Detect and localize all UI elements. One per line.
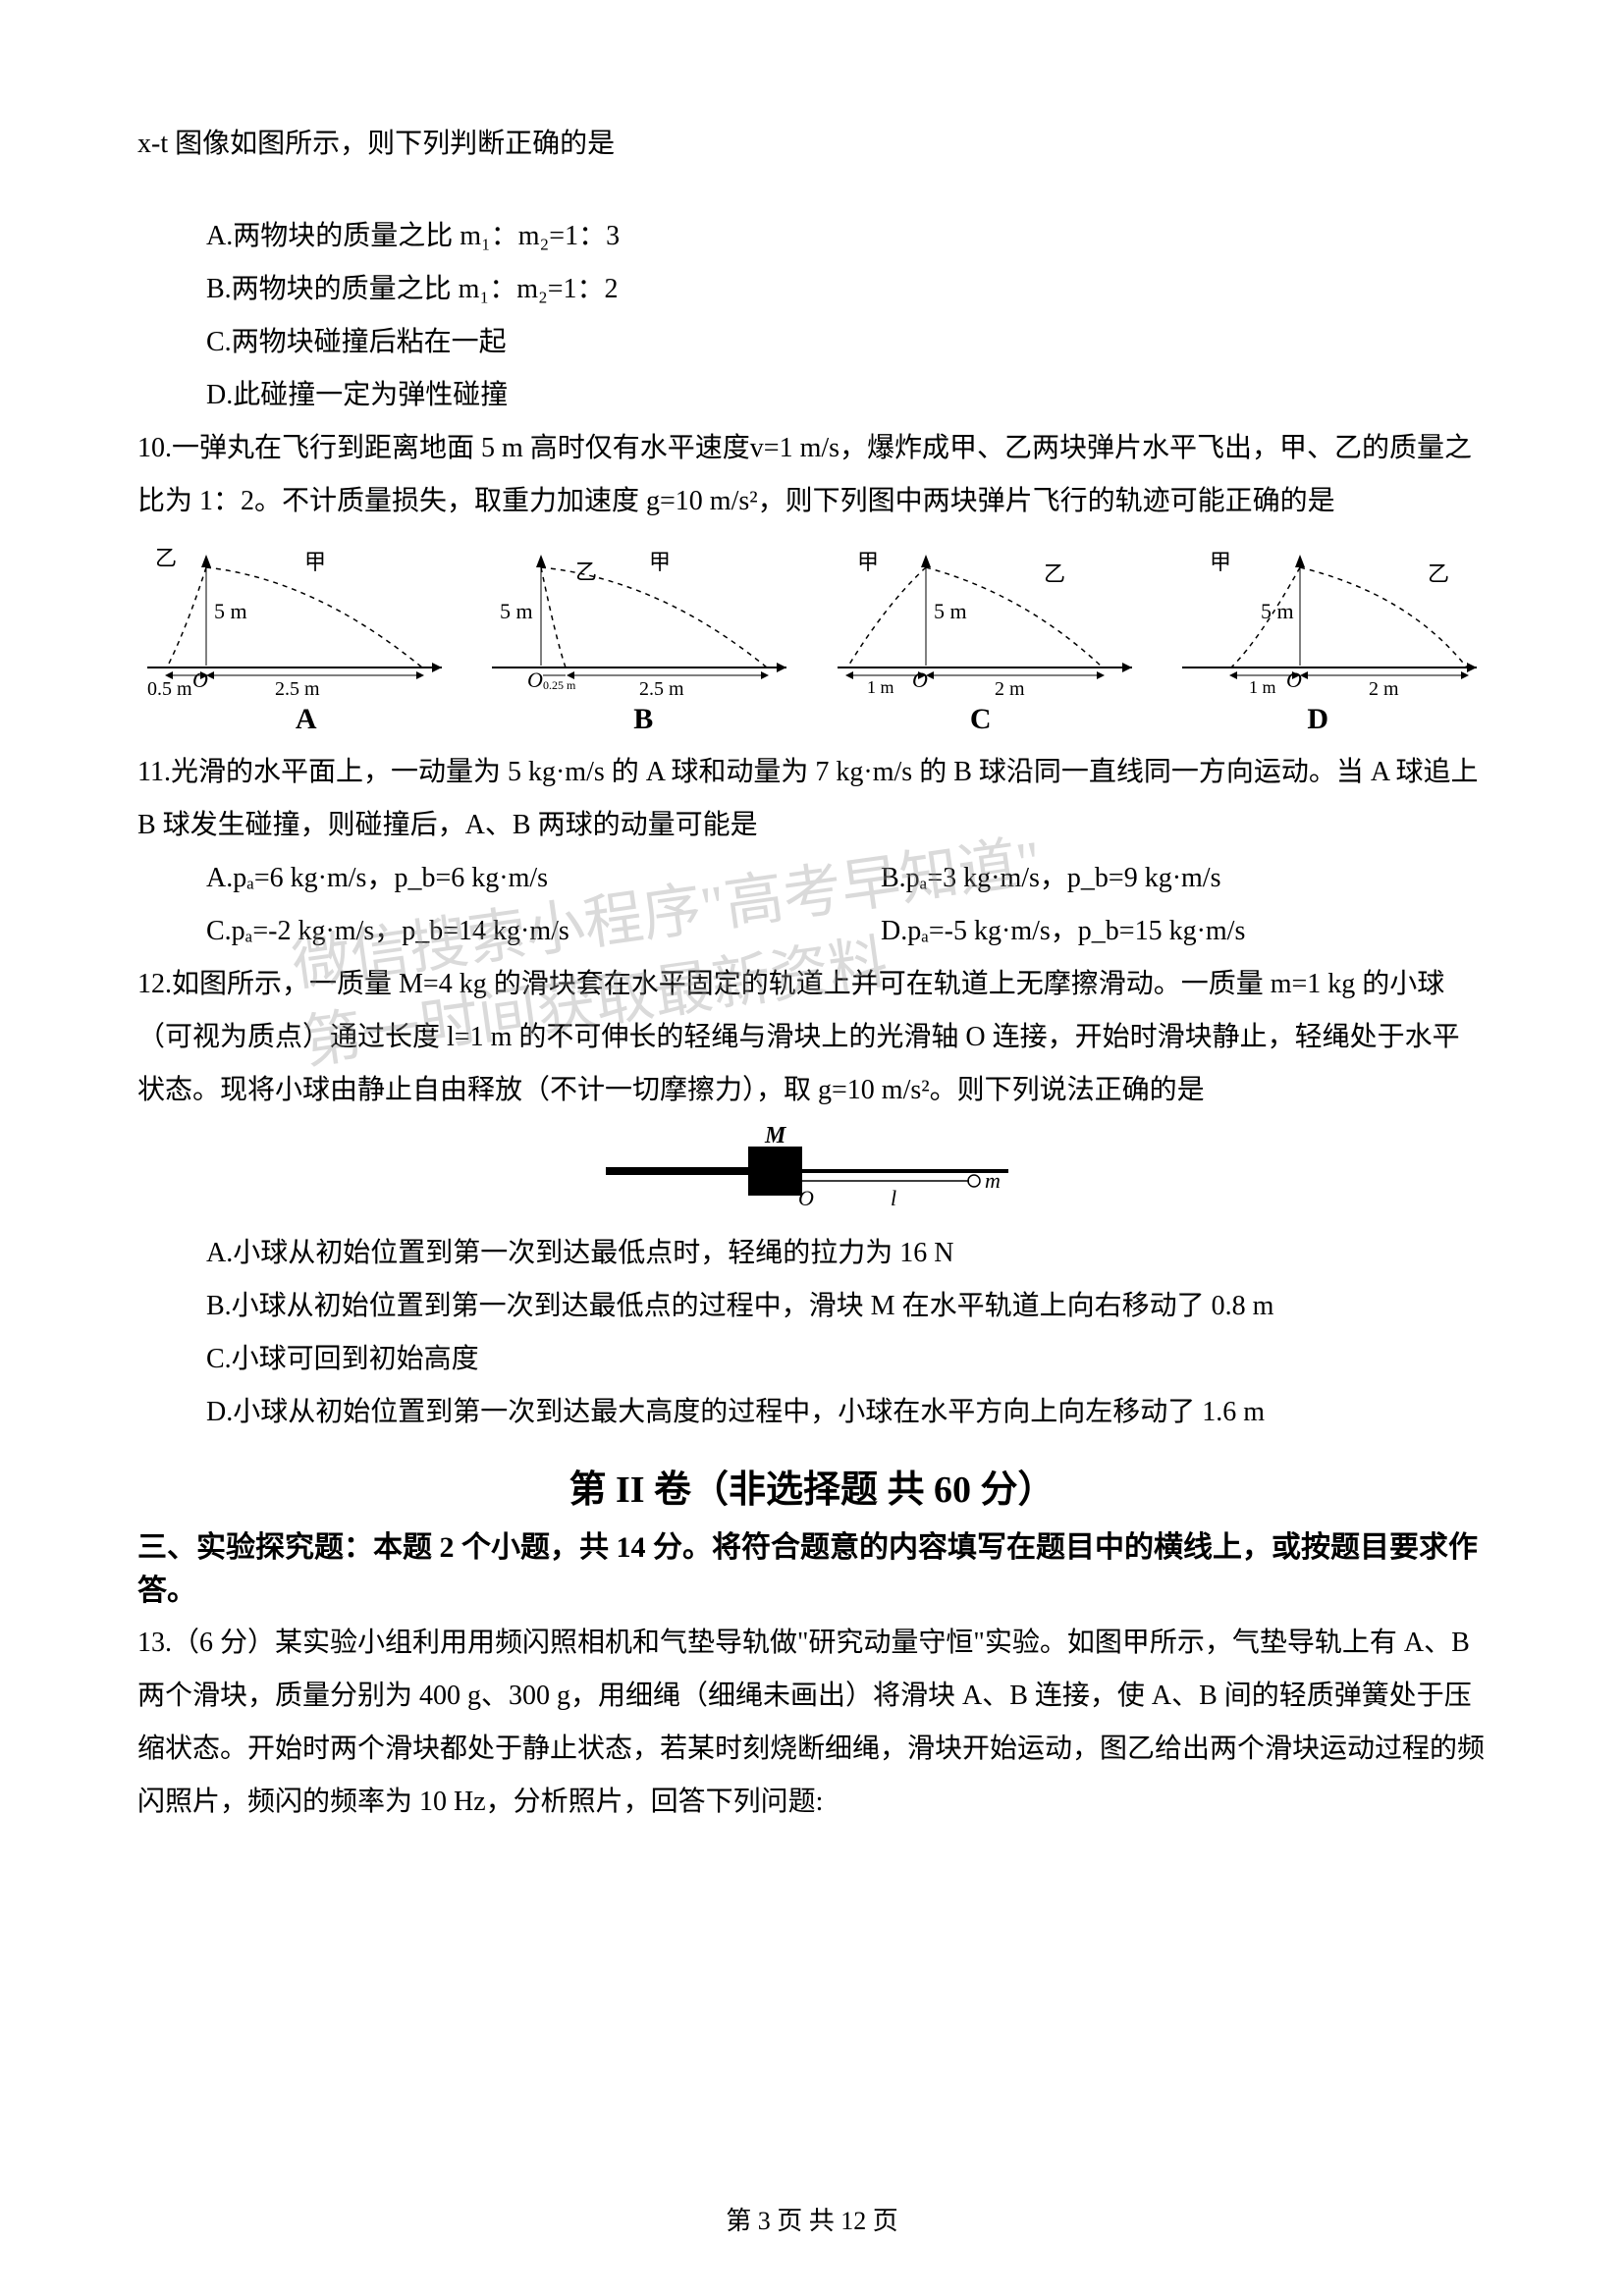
q11-option-c: C.pₐ=-2 kg·m/s，p_b=14 kg·m/s: [137, 905, 812, 958]
q9-option-d: D.此碰撞一定为弹性碰撞: [137, 369, 1487, 422]
q10-label-d: D: [1161, 703, 1475, 736]
q10-diagram-a: 5 m 乙 甲 O 0.5 m 2.5 m: [137, 540, 452, 697]
svg-text:2.5 m: 2.5 m: [639, 678, 684, 697]
q12-option-d: D.小球从初始位置到第一次到达最大高度的过程中，小球在水平方向上向左移动了 1.…: [137, 1386, 1487, 1439]
q11-options: A.pₐ=6 kg·m/s，p_b=6 kg·m/s B.pₐ=3 kg·m/s…: [137, 852, 1487, 958]
svg-text:乙: 乙: [1428, 561, 1449, 586]
svg-text:乙: 乙: [1044, 561, 1065, 586]
section-3-heading: 三、实验探究题：本题 2 个小题，共 14 分。将符合题意的内容填写在题目中的横…: [137, 1522, 1487, 1609]
q10-diagram-b: 5 m 乙 甲 O 0.25 m 2.5 m: [482, 540, 796, 697]
exam-page: x-t 图像如图所示，则下列判断正确的是 A.两物块的质量之比 m₁：m₂=1：…: [0, 0, 1624, 2296]
q10-label-a: A: [149, 703, 463, 736]
svg-text:0.5 m: 0.5 m: [147, 678, 192, 697]
q10-text: 10.一弹丸在飞行到距离地面 5 m 高时仅有水平速度v=1 m/s，爆炸成甲、…: [137, 422, 1487, 528]
q9-option-b: B.两物块的质量之比 m₁：m₂=1：2: [137, 263, 1487, 316]
svg-text:甲: 甲: [857, 550, 879, 574]
svg-text:O: O: [1286, 667, 1302, 692]
svg-text:乙: 乙: [575, 560, 597, 584]
q11-text: 11.光滑的水平面上，一动量为 5 kg·m/s 的 A 球和动量为 7 kg·…: [137, 746, 1487, 852]
q12-option-a: A.小球从初始位置到第一次到达最低点时，轻绳的拉力为 16 N: [137, 1227, 1487, 1280]
svg-text:M: M: [764, 1127, 787, 1148]
q13-text: 13.（6 分）某实验小组利用用频闪照相机和气垫导轨做"研究动量守恒"实验。如图…: [137, 1617, 1487, 1829]
svg-text:1 m: 1 m: [867, 677, 894, 697]
svg-text:2 m: 2 m: [995, 678, 1025, 697]
q10-label-c: C: [824, 703, 1138, 736]
svg-text:5 m: 5 m: [1261, 599, 1294, 623]
svg-text:2.5 m: 2.5 m: [275, 678, 320, 697]
svg-text:甲: 甲: [649, 550, 671, 574]
svg-text:O: O: [192, 667, 208, 692]
svg-text:O: O: [798, 1186, 814, 1210]
q10-diagram-row: 5 m 乙 甲 O 0.5 m 2.5 m: [137, 540, 1487, 697]
q9-intro: x-t 图像如图所示，则下列判断正确的是: [137, 118, 1487, 171]
q9-option-c: C.两物块碰撞后粘在一起: [137, 316, 1487, 369]
svg-text:5 m: 5 m: [214, 599, 247, 623]
q11-option-b: B.pₐ=3 kg·m/s，p_b=9 kg·m/s: [812, 852, 1487, 905]
q12-text: 12.如图所示，一质量 M=4 kg 的滑块套在水平固定的轨道上并可在轨道上无摩…: [137, 958, 1487, 1117]
section-2-heading: 第 II 卷（非选择题 共 60 分）: [137, 1459, 1487, 1513]
page-footer: 第 3 页 共 12 页: [0, 2201, 1624, 2237]
svg-text:l: l: [891, 1186, 896, 1210]
q11-option-d: D.pₐ=-5 kg·m/s，p_b=15 kg·m/s: [812, 905, 1487, 958]
q10-diagram-labels: A B C D: [137, 703, 1487, 736]
q9-option-a: A.两物块的质量之比 m₁：m₂=1：3: [137, 210, 1487, 263]
q10-label-b: B: [486, 703, 800, 736]
q12-option-b: B.小球从初始位置到第一次到达最低点的过程中，滑块 M 在水平轨道上向右移动了 …: [137, 1280, 1487, 1333]
svg-text:5 m: 5 m: [934, 599, 967, 623]
svg-text:甲: 甲: [1210, 550, 1231, 574]
q11-option-a: A.pₐ=6 kg·m/s，p_b=6 kg·m/s: [137, 852, 812, 905]
q10-diagram-c: 5 m 甲 乙 O 1 m 2 m: [828, 540, 1142, 697]
svg-text:5 m: 5 m: [500, 599, 533, 623]
svg-text:乙: 乙: [155, 546, 177, 570]
svg-text:0.25 m: 0.25 m: [543, 678, 576, 692]
svg-text:m: m: [985, 1168, 1001, 1193]
svg-text:2 m: 2 m: [1369, 678, 1399, 697]
q9-intro-text: x-t 图像如图所示，则下列判断正确的是: [137, 129, 615, 159]
svg-text:甲: 甲: [304, 550, 326, 574]
svg-text:O: O: [527, 667, 543, 692]
q12-figure: M O l m: [606, 1127, 1018, 1215]
svg-text:1 m: 1 m: [1249, 677, 1276, 697]
q12-option-c: C.小球可回到初始高度: [137, 1333, 1487, 1386]
q10-diagram-d: 5 m 甲 乙 O 1 m 2 m: [1172, 540, 1487, 697]
svg-text:O: O: [912, 667, 928, 692]
